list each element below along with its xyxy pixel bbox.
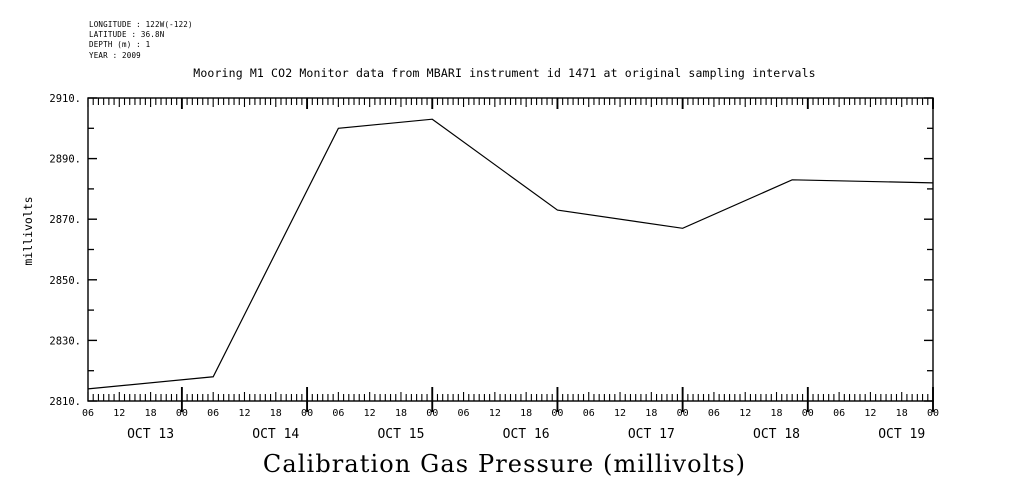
x-hour-label: 12 xyxy=(113,408,125,419)
x-hour-label: 18 xyxy=(145,408,157,419)
y-tick-label: 2830. xyxy=(49,335,81,347)
y-tick-label: 2890. xyxy=(49,154,81,166)
x-hour-label: 00 xyxy=(802,408,814,419)
x-hour-label: 18 xyxy=(270,408,282,419)
metadata-year: YEAR : 2009 xyxy=(89,50,141,60)
x-day-label: OCT 15 xyxy=(377,427,424,442)
x-hour-label: 00 xyxy=(677,408,689,419)
metadata-longitude: LONGITUDE : 122W(-122) xyxy=(89,20,193,29)
data-series-line xyxy=(87,118,934,390)
x-hour-label: 00 xyxy=(551,408,563,419)
x-hour-label: 00 xyxy=(176,408,188,419)
plot-title: Mooring M1 CO2 Monitor data from MBARI i… xyxy=(193,66,816,80)
x-hour-label: 06 xyxy=(833,408,845,419)
x-hour-label: 06 xyxy=(332,408,344,419)
x-axis-day-labels: OCT 13 OCT 14 OCT 15 OCT 16 OCT 17 OCT 18 OCT … xyxy=(127,427,925,442)
y-tick-label: 2910. xyxy=(49,93,81,105)
x-hour-label: 00 xyxy=(426,408,438,419)
y-tick-label: 2850. xyxy=(49,275,81,287)
y-axis-minor-ticks xyxy=(88,127,933,372)
x-hour-label: 18 xyxy=(520,408,532,419)
x-hour-label: 12 xyxy=(238,408,250,419)
bottom-axis-title: Calibration Gas Pressure (millivolts) xyxy=(262,450,747,478)
x-hour-label: 18 xyxy=(770,408,782,419)
x-day-label: OCT 19 xyxy=(878,427,925,442)
y-tick-label: 2810. xyxy=(49,396,81,408)
x-day-label: OCT 14 xyxy=(252,427,299,442)
x-hour-label: 18 xyxy=(896,408,908,419)
x-hour-label: 00 xyxy=(927,408,939,419)
y-tick-label: 2870. xyxy=(49,214,81,226)
x-hour-label: 06 xyxy=(583,408,595,419)
x-hour-label: 18 xyxy=(395,408,407,419)
x-day-label: OCT 18 xyxy=(753,427,800,442)
x-hour-label: 00 xyxy=(301,408,313,419)
x-hour-label: 06 xyxy=(207,408,219,419)
axis-frame xyxy=(87,97,934,402)
x-day-label: OCT 16 xyxy=(503,427,550,442)
x-hour-label: 12 xyxy=(614,408,626,419)
y-axis-title: millivolts xyxy=(21,196,35,266)
x-hour-label: 12 xyxy=(739,408,751,419)
x-hour-label: 06 xyxy=(82,408,94,419)
x-hour-label: 12 xyxy=(364,408,376,419)
x-hour-label: 12 xyxy=(489,408,501,419)
metadata-latitude: LATITUDE : 36.8N xyxy=(89,30,165,40)
x-day-label: OCT 13 xyxy=(127,427,174,442)
x-axis-top-ticks xyxy=(87,98,934,109)
x-hour-label: 06 xyxy=(708,408,720,419)
metadata-block: LONGITUDE : 122W(-122) LATITUDE : 36.8N … xyxy=(89,20,193,61)
x-day-label: OCT 17 xyxy=(628,427,675,442)
y-axis-tick-labels: 2910. 2890. 2870. 2850. 2830. 2810. xyxy=(49,93,81,408)
x-axis-hour-labels: 06 12 18 00 06 12 18 00 06 12 18 00 06 12 18 00 06 12 18 00… xyxy=(82,408,939,419)
x-hour-label: 06 xyxy=(458,408,470,419)
x-hour-label: 12 xyxy=(864,408,876,419)
x-axis-bottom-ticks xyxy=(87,387,934,412)
metadata-depth: DEPTH (m) : 1 xyxy=(89,40,151,50)
x-hour-label: 18 xyxy=(645,408,657,419)
y-axis-major-ticks xyxy=(88,97,933,402)
